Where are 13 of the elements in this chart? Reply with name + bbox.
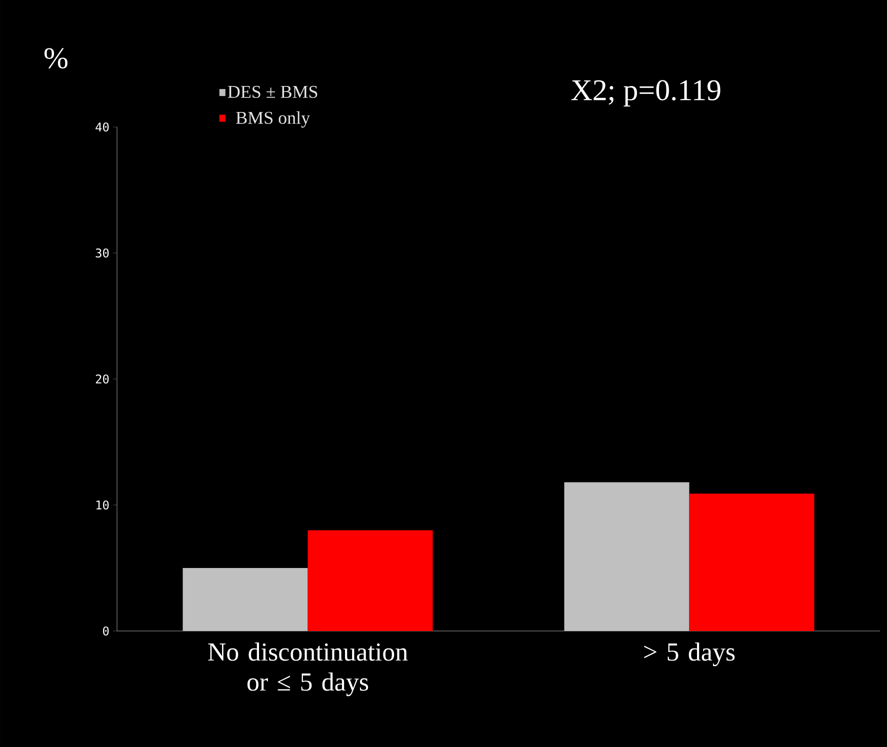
x-tick-label: > 5 days — [644, 642, 735, 666]
y-tick-label: 0 — [103, 626, 109, 636]
bar — [308, 530, 433, 631]
y-tick-label: 20 — [96, 374, 109, 384]
y-axis-title: % — [44, 48, 68, 68]
text: X2; p=0.119 — [571, 80, 720, 106]
legend-label: BMS only — [236, 111, 310, 128]
x-tick-label: No discontinuation or ≤ 5 days — [208, 642, 408, 696]
legend-label: DES ± BMS — [228, 86, 318, 98]
y-tick-label: 40 — [96, 122, 109, 132]
y-tick-label: 10 — [96, 500, 109, 510]
y-tick-label: 30 — [96, 248, 109, 258]
bar — [689, 494, 814, 631]
